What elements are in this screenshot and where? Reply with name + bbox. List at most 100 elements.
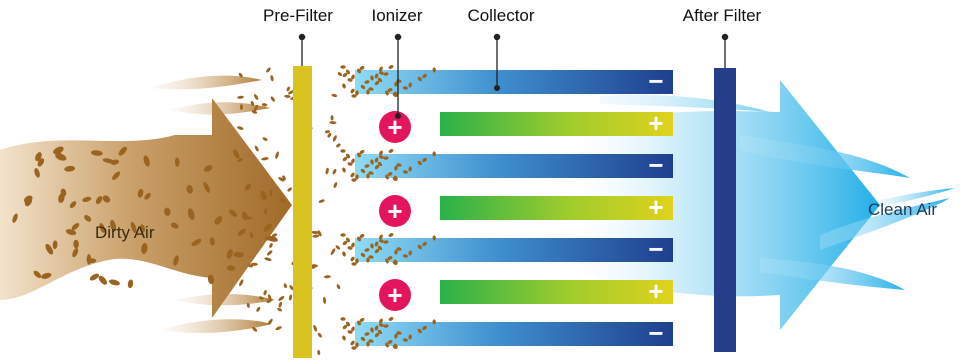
dirt-particle: [317, 349, 321, 356]
dust-particle: [345, 321, 351, 327]
dirty-air-label: Dirty Air: [95, 223, 155, 242]
dust-particle: [374, 248, 380, 254]
dirt-particle: [72, 247, 79, 258]
dust-particle: [374, 332, 380, 338]
dust-particle: [417, 244, 422, 250]
dust-particle: [351, 346, 357, 350]
dust-particle: [347, 162, 353, 166]
dirt-particle: [141, 242, 148, 254]
dirt-particle: [237, 95, 244, 99]
dust-particle: [392, 177, 398, 181]
dirt-particle: [187, 208, 195, 220]
dust-particle: [340, 317, 346, 321]
dirt-particle: [313, 324, 317, 332]
dirt-particle: [275, 151, 279, 159]
dirt-particle: [164, 207, 171, 216]
dust-particle: [342, 324, 348, 330]
pre-filter-bar: [293, 66, 312, 358]
dirt-particle: [325, 167, 329, 175]
dirt-particle: [253, 104, 259, 112]
dirt-particle: [186, 185, 193, 194]
dust-particle: [394, 249, 398, 255]
dirt-particle: [23, 195, 33, 203]
dust-particle: [388, 317, 394, 321]
plate-positive: +: [440, 276, 673, 306]
dirt-particle: [226, 265, 236, 271]
dust-particle: [402, 86, 408, 90]
dirt-particle: [261, 103, 268, 107]
negative-sign: −: [648, 318, 663, 348]
dirt-particle: [263, 290, 267, 296]
dirt-particle: [262, 137, 268, 141]
collector-plates: − + − + − + −: [340, 65, 673, 350]
dirt-particle: [209, 237, 215, 246]
dirt-particles: [12, 146, 278, 289]
ionizer-electrode: +: [379, 195, 411, 227]
dirt-particle: [53, 146, 64, 155]
dirt-particle: [246, 302, 250, 308]
dirt-particle: [266, 298, 273, 304]
dirt-particle: [284, 94, 291, 98]
ionizer-label: Ionizer: [371, 6, 422, 25]
dirt-particle: [263, 194, 267, 200]
dust-particle: [394, 165, 398, 171]
dirt-particle: [330, 248, 336, 255]
clean-air-label: Clean Air: [868, 200, 937, 219]
dust-particle: [368, 87, 374, 91]
dirt-particle: [266, 236, 278, 242]
dirt-particle: [331, 93, 338, 98]
dirt-particle: [37, 158, 45, 167]
dust-particle: [378, 323, 384, 327]
dust-particle: [377, 77, 383, 83]
dirt-particle: [244, 183, 252, 191]
dirt-particle: [65, 229, 77, 236]
dirt-particle: [322, 296, 327, 304]
dust-particle: [402, 170, 408, 174]
dirt-particle: [336, 143, 341, 148]
dust-particle: [364, 332, 370, 336]
dust-particle: [359, 318, 365, 322]
dust-particle: [364, 164, 370, 168]
dust-particle: [394, 333, 398, 339]
negative-sign: −: [648, 234, 663, 264]
dust-particle: [396, 163, 402, 167]
dirt-particle: [246, 216, 252, 220]
dirt-particle: [287, 187, 292, 192]
dirt-particle: [269, 188, 273, 197]
dust-particle: [342, 167, 346, 173]
dust-particle: [378, 155, 384, 159]
dirt-particle: [250, 100, 255, 107]
dirt-particle: [73, 239, 79, 249]
dirty-air-arrow: [0, 98, 292, 318]
dust-particle: [342, 335, 346, 341]
dirt-particle: [237, 228, 246, 236]
dirt-particle: [337, 72, 342, 76]
dirt-particle: [288, 90, 295, 95]
dust-particle: [378, 239, 384, 243]
dust-particle: [388, 233, 394, 237]
dust-particle: [359, 150, 365, 154]
dirt-particle: [278, 177, 285, 182]
dirt-particle: [203, 165, 213, 172]
after-filter-label: After Filter: [683, 6, 762, 25]
dirt-particle: [34, 168, 40, 178]
dust-particle: [378, 71, 384, 75]
plate-negative: −: [340, 65, 673, 98]
dirt-particle: [254, 145, 259, 152]
dust-particle: [417, 160, 422, 166]
dirt-particle: [324, 130, 331, 134]
dirt-particle: [191, 238, 202, 247]
dirt-particle: [112, 171, 121, 180]
dirt-particle: [233, 251, 244, 258]
dust-particle: [385, 90, 389, 96]
dust-particle: [377, 329, 383, 335]
dirt-particle: [265, 236, 270, 241]
dust-particle: [392, 261, 398, 265]
dust-particle: [370, 327, 374, 333]
dust-particle: [408, 250, 412, 256]
dust-particle: [374, 241, 379, 247]
dust-particle: [347, 78, 353, 82]
dirty-air-streams: [150, 75, 275, 333]
dirt-particle: [279, 199, 287, 204]
dust-particle: [379, 150, 383, 156]
